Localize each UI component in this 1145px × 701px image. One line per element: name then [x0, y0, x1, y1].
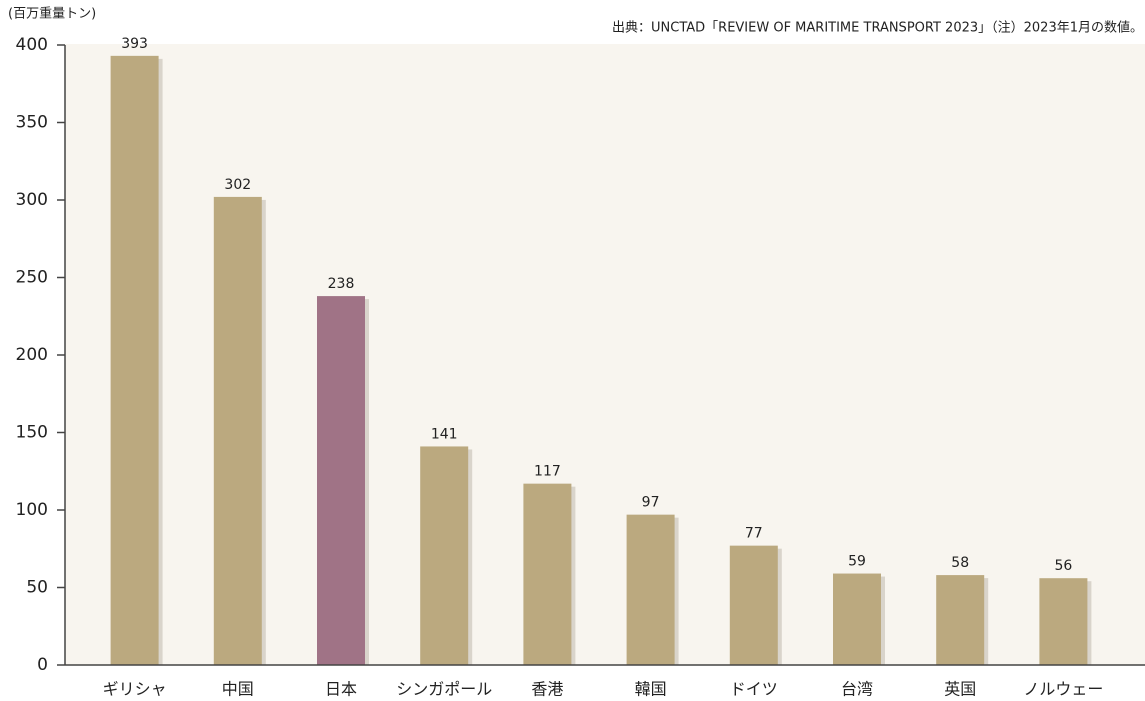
y-tick-label: 250	[16, 268, 48, 288]
bar	[213, 196, 262, 665]
x-tick-label: 中国	[222, 680, 254, 699]
y-tick-label: 400	[16, 35, 48, 55]
x-tick-label: 日本	[325, 680, 357, 699]
bar	[523, 483, 572, 665]
value-label: 58	[951, 555, 969, 571]
y-tick-label: 200	[16, 345, 48, 365]
y-tick-label: 350	[16, 113, 48, 133]
value-label: 117	[534, 464, 561, 480]
bar	[833, 573, 881, 665]
value-label: 97	[642, 495, 660, 511]
value-label: 393	[121, 36, 148, 52]
x-tick-label: シンガポール	[396, 680, 492, 699]
value-label: 141	[431, 426, 458, 442]
bar	[317, 296, 365, 665]
bar	[729, 545, 778, 665]
source-note: 出典：UNCTAD「REVIEW OF MARITIME TRANSPORT 2…	[612, 20, 1143, 36]
y-tick-label: 300	[16, 190, 48, 210]
y-axis-label: (百万重量トン)	[8, 6, 96, 22]
value-label: 56	[1054, 558, 1072, 574]
bar	[626, 514, 675, 665]
bar	[420, 446, 469, 665]
bar	[1039, 578, 1088, 665]
x-tick-label: ドイツ	[730, 680, 778, 699]
value-label: 302	[224, 177, 251, 193]
value-label: 238	[328, 276, 355, 292]
x-tick-label: 台湾	[841, 680, 873, 699]
x-tick-label: 韓国	[635, 680, 667, 699]
value-label: 77	[745, 526, 763, 542]
y-tick-label: 150	[16, 423, 48, 443]
bar	[110, 55, 159, 666]
y-tick-label: 50	[26, 578, 48, 598]
y-tick-label: 100	[16, 500, 48, 520]
value-label: 59	[848, 554, 866, 570]
x-tick-label: ギリシャ	[103, 680, 167, 699]
x-tick-label: 英国	[944, 680, 976, 699]
y-tick-label: 0	[37, 655, 48, 675]
x-tick-label: 香港	[531, 680, 563, 699]
bar	[936, 575, 985, 665]
x-tick-label: ノルウェー	[1023, 680, 1103, 699]
